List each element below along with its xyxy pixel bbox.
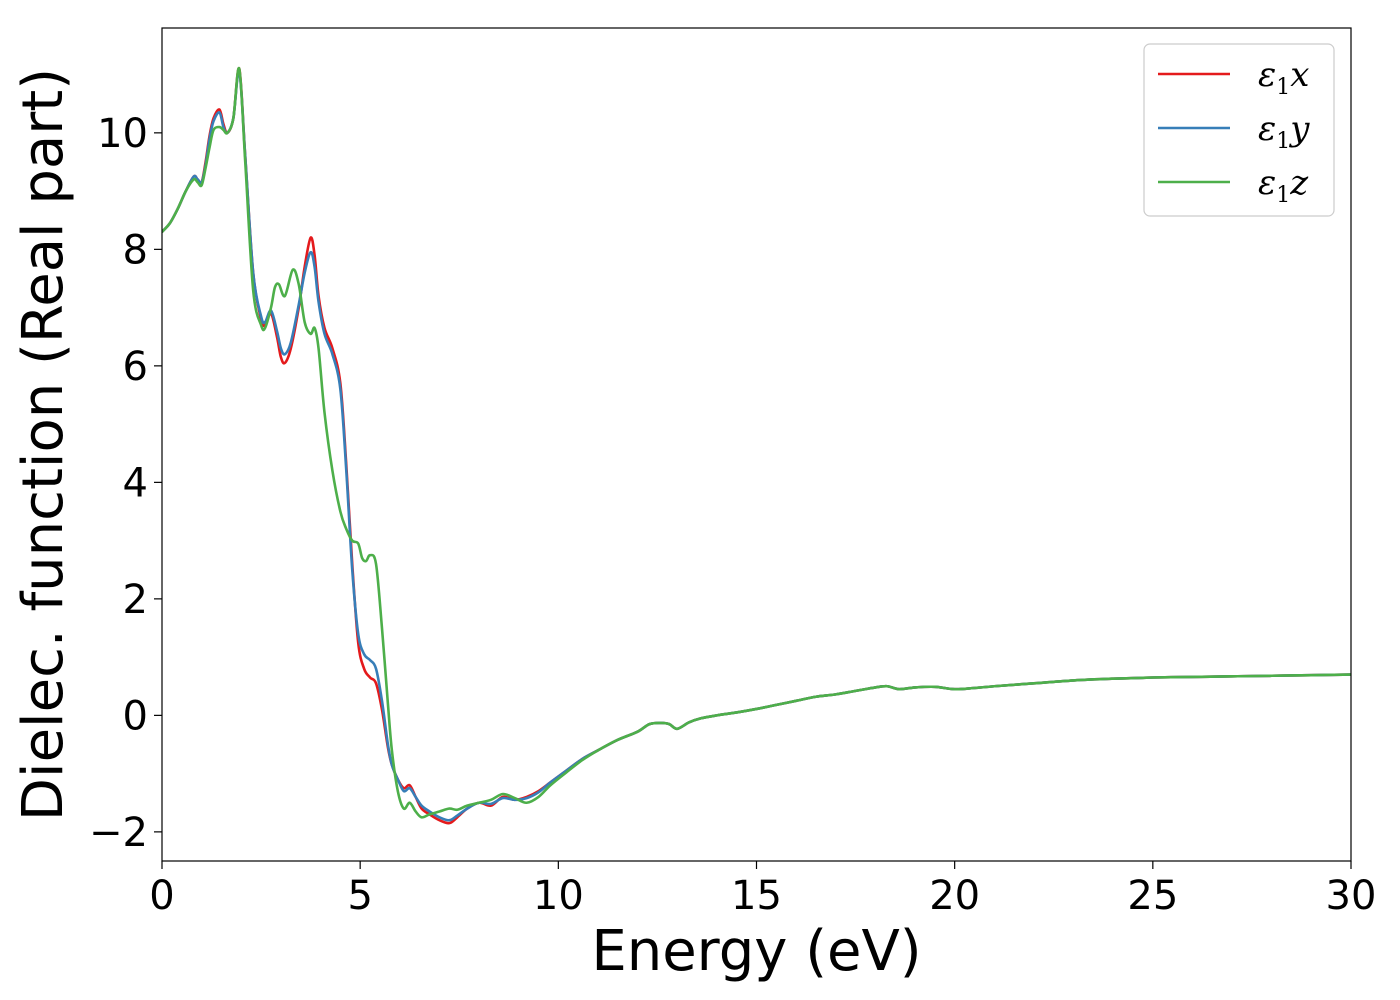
series-lines	[162, 66, 1351, 825]
y-axis-title: Dielec. function (Real part)	[11, 68, 76, 821]
legend-item-z: ε1z	[1158, 163, 1309, 208]
x-tick-label: 30	[1326, 873, 1377, 919]
x-axis-title: Energy (eV)	[591, 919, 921, 984]
x-tick-label: 25	[1127, 873, 1178, 919]
legend-box	[1143, 43, 1335, 217]
x-tick-label: 20	[929, 873, 980, 919]
series-line-z	[162, 66, 1351, 819]
legend-item-x: ε1x	[1158, 55, 1309, 100]
x-tick-label: 15	[731, 873, 782, 919]
y-tick-label: 4	[123, 460, 148, 506]
y-axis-ticks: −2 0 2 4 6 8 10	[89, 111, 162, 856]
y-tick-label: 2	[123, 577, 148, 623]
legend-label: ε1x	[1258, 55, 1309, 100]
y-tick-label: 0	[123, 693, 148, 739]
legend-label: ε1z	[1258, 163, 1309, 208]
y-tick-label: −2	[89, 810, 148, 856]
x-axis-ticks: 0 5 10 15 20 25 30	[149, 861, 1376, 919]
legend-label: ε1y	[1258, 109, 1310, 154]
y-tick-label: 8	[123, 227, 148, 273]
legend-item-y: ε1y	[1158, 109, 1310, 154]
x-tick-label: 10	[533, 873, 584, 919]
legend: ε1x ε1y ε1z	[1143, 43, 1335, 217]
x-tick-label: 0	[149, 873, 174, 919]
y-tick-label: 10	[97, 111, 148, 157]
y-tick-label: 6	[123, 344, 148, 390]
x-tick-label: 5	[347, 873, 372, 919]
